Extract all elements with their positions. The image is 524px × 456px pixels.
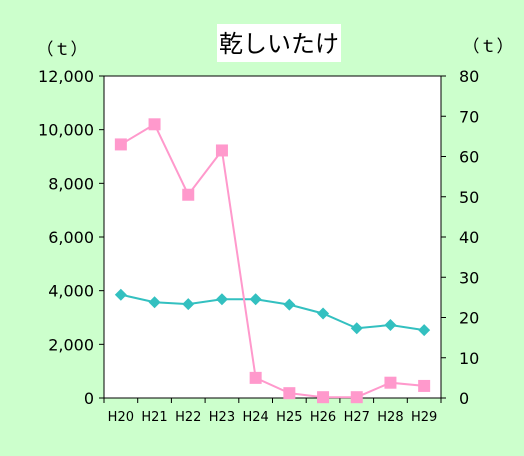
data-point-square xyxy=(114,138,127,151)
x-axis-tick-label: H29 xyxy=(411,410,437,425)
right-axis-tick-label: 80 xyxy=(459,67,479,86)
left-axis-tick-label: 10,000 xyxy=(38,121,94,140)
series-square xyxy=(114,118,431,404)
x-axis-tick-label: H25 xyxy=(276,410,302,425)
right-axis-tick-label: 40 xyxy=(459,228,479,247)
left-axis-tick-label: 0 xyxy=(84,389,94,408)
data-point-square xyxy=(283,387,296,400)
x-axis-tick-label: H22 xyxy=(175,410,201,425)
data-point-square xyxy=(215,144,228,157)
x-axis-tick-label: H21 xyxy=(141,410,167,425)
data-point-diamond xyxy=(148,296,161,309)
right-axis-tick-label: 0 xyxy=(459,389,469,408)
data-point-diamond xyxy=(350,322,363,335)
x-axis-tick-label: H23 xyxy=(209,410,235,425)
x-axis-tick-label: H28 xyxy=(377,410,403,425)
x-axis-tick-label: H20 xyxy=(108,410,134,425)
chart-title-box xyxy=(217,24,341,62)
left-axis-tick-label: 4,000 xyxy=(48,282,94,301)
left-axis-tick-label: 8,000 xyxy=(48,174,94,193)
series-layer xyxy=(114,118,431,404)
data-point-diamond xyxy=(215,293,228,306)
left-axis-tick-label: 12,000 xyxy=(38,67,94,86)
right-axis-tick-label: 50 xyxy=(459,188,479,207)
right-axis-tick-label: 30 xyxy=(459,268,479,287)
right-axis-tick-label: 10 xyxy=(459,349,479,368)
data-point-diamond xyxy=(418,324,431,337)
x-axis-tick-label: H27 xyxy=(344,410,370,425)
x-axis-tick-label: H26 xyxy=(310,410,336,425)
right-axis-tick-label: 20 xyxy=(459,309,479,328)
series-diamond xyxy=(114,288,431,337)
series-line xyxy=(120,122,425,399)
right-axis-tick-label: 60 xyxy=(459,148,479,167)
right-axis-tick-label: 70 xyxy=(459,107,479,126)
data-point-square xyxy=(182,188,195,201)
data-point-square xyxy=(350,391,363,404)
left-axis-unit-label: （ｔ） xyxy=(37,40,88,60)
series-line xyxy=(120,293,425,332)
data-point-diamond xyxy=(283,298,296,311)
x-axis-tick-label: H24 xyxy=(242,410,268,425)
left-axis: 0 2,000 4,000 6,000 8,000 10,000 12,000 xyxy=(38,67,104,408)
left-axis-tick-label: 6,000 xyxy=(48,228,94,247)
right-axis-unit-label: （ｔ） xyxy=(463,37,514,57)
left-axis-tick-label: 2,000 xyxy=(48,335,94,354)
right-axis: 0 10 20 30 40 50 60 70 80 xyxy=(441,67,479,408)
chart-title: 乾しいたけ xyxy=(219,30,339,58)
data-point-diamond xyxy=(384,319,397,332)
data-point-diamond xyxy=(317,307,330,320)
chart-title-group: 乾しいたけ xyxy=(217,24,341,62)
data-point-diamond xyxy=(114,288,127,301)
data-point-square xyxy=(384,376,397,389)
x-axis: H20 H21 H22 H23 H24 H25 H26 H27 H28 H29 xyxy=(103,398,442,425)
data-point-diamond xyxy=(182,298,195,311)
data-point-square xyxy=(148,118,161,131)
data-point-square xyxy=(249,371,262,384)
data-point-square xyxy=(317,391,330,404)
data-point-square xyxy=(418,379,431,392)
data-point-diamond xyxy=(249,293,262,306)
